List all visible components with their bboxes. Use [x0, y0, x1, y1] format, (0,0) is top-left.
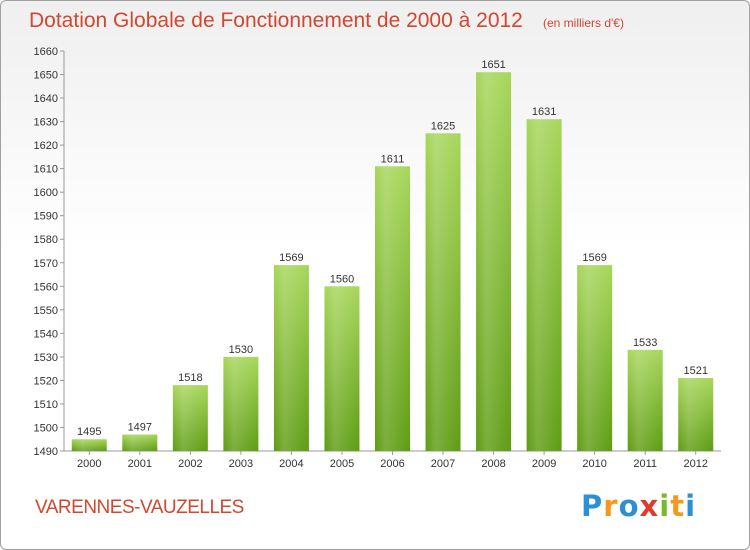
x-tick-label: 2009 [532, 458, 556, 470]
bar-highlight [172, 385, 208, 451]
bar-highlight [526, 119, 562, 451]
x-tick-label: 2012 [683, 458, 707, 470]
value-label-2004: 1569 [279, 252, 303, 264]
value-label-2006: 1611 [381, 153, 405, 165]
value-label-2000: 1495 [77, 426, 101, 438]
value-label-2007: 1625 [431, 120, 455, 132]
chart-title: Dotation Globale de Fonctionnement de 20… [29, 9, 523, 32]
value-label-2009: 1631 [532, 106, 556, 118]
bar-highlight [476, 72, 512, 452]
value-label-2001: 1497 [128, 422, 152, 434]
bar-highlight [577, 265, 613, 451]
x-tick-label: 2007 [431, 458, 455, 470]
y-tick-label: 1650 [34, 70, 58, 82]
bar-highlight [71, 439, 107, 451]
value-label-2003: 1530 [229, 344, 253, 356]
y-tick-label: 1520 [34, 375, 58, 387]
x-tick-label: 2006 [380, 458, 404, 470]
logo-letter: x [639, 489, 660, 523]
proxiti-logo: Proxiti [581, 489, 696, 523]
value-label-2005: 1560 [330, 273, 354, 285]
y-tick-label: 1550 [34, 305, 58, 317]
value-label-2008: 1651 [481, 59, 505, 71]
y-tick-label: 1560 [34, 281, 58, 293]
y-tick-label: 1600 [34, 187, 58, 199]
y-tick-label: 1530 [34, 352, 58, 364]
chart-subtitle: (en milliers d'€) [543, 16, 624, 30]
x-tick-label: 2004 [279, 458, 303, 470]
bar-highlight [324, 286, 360, 451]
x-tick-label: 2005 [330, 458, 354, 470]
x-tick-label: 2003 [229, 458, 253, 470]
y-axis-ticks: 1490 1500 1510 1520 1530 1540 1550 1560 1570 1580… [34, 46, 64, 458]
x-tick-label: 2001 [128, 458, 152, 470]
bars-group [71, 72, 714, 452]
y-tick-label: 1510 [34, 399, 58, 411]
y-tick-label: 1540 [34, 328, 58, 340]
bar-highlight [627, 349, 663, 451]
x-tick-label: 2008 [481, 458, 505, 470]
value-label-2010: 1569 [582, 252, 606, 264]
bar-highlight [678, 378, 714, 451]
bar-highlight [375, 166, 410, 451]
value-label-2012: 1521 [683, 365, 707, 377]
y-tick-label: 1500 [34, 422, 58, 434]
y-tick-label: 1620 [34, 140, 58, 152]
y-tick-label: 1590 [34, 211, 58, 223]
y-tick-label: 1660 [34, 46, 58, 58]
bar-highlight [223, 356, 259, 451]
city-name: VARENNES-VAUZELLES [35, 497, 244, 518]
y-tick-label: 1570 [34, 258, 58, 270]
value-labels: 1495 1497 1518 1530 1569 1560 1611 1625 1651 1631… [77, 59, 708, 438]
y-tick-label: 1490 [34, 446, 58, 458]
bar-highlight [273, 265, 309, 451]
bar-highlight [425, 133, 461, 451]
y-tick-label: 1610 [34, 164, 58, 176]
logo-letter: r [603, 489, 619, 523]
x-axis-ticks: 2000 2001 2002 2003 2004 2005 2006 2007 2008 2009… [77, 451, 708, 470]
x-tick-label: 2002 [178, 458, 202, 470]
value-label-2011: 1533 [633, 337, 657, 349]
x-tick-label: 2000 [77, 458, 101, 470]
x-tick-label: 2011 [633, 458, 657, 470]
logo-letter: P [581, 489, 604, 523]
logo-letter: i [659, 489, 671, 523]
x-tick-label: 2010 [582, 458, 606, 470]
logo-letter: t [670, 489, 686, 523]
value-label-2002: 1518 [178, 372, 202, 384]
logo-letter: i [685, 489, 697, 523]
y-tick-label: 1580 [34, 234, 58, 246]
logo-letter: o [618, 489, 640, 523]
y-tick-label: 1640 [34, 93, 58, 105]
bar-highlight [122, 434, 158, 451]
y-tick-label: 1630 [34, 117, 58, 129]
